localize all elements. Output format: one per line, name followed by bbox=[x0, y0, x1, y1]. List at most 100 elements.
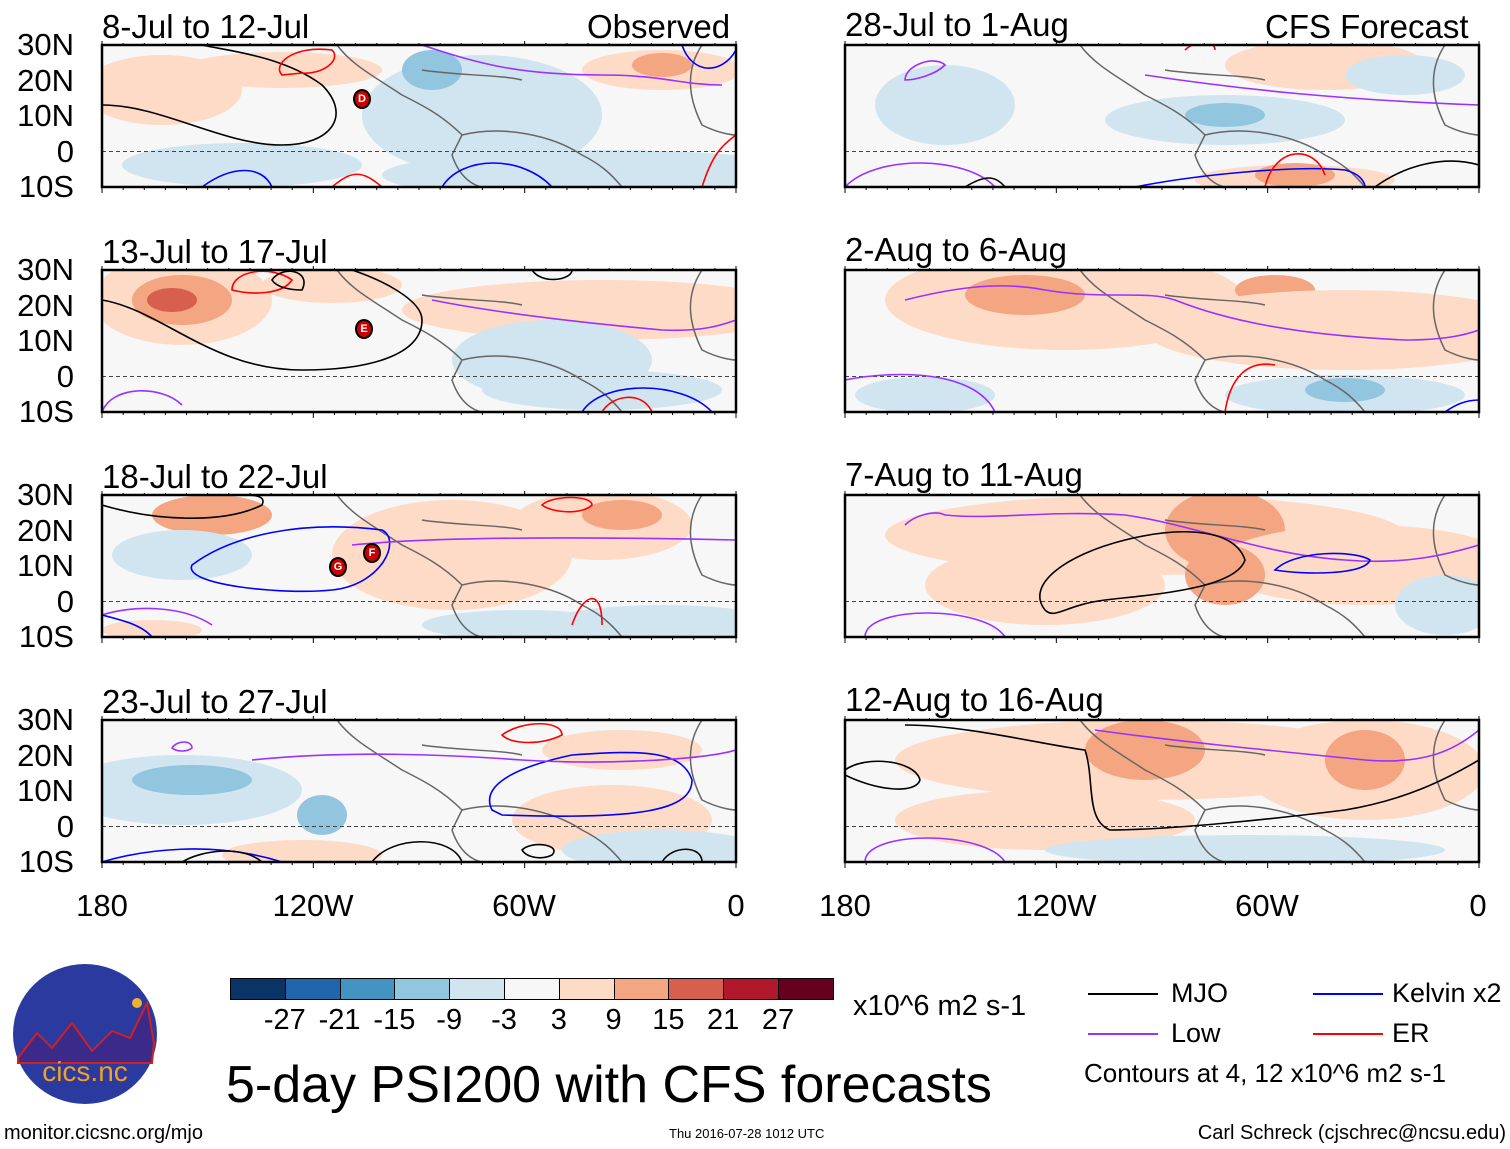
contour-note: Contours at 4, 12 x10^6 m2 s-1 bbox=[1084, 1058, 1446, 1088]
legend-kelvin: Kelvin x2 bbox=[1392, 978, 1502, 1008]
contour-line bbox=[864, 837, 1006, 862]
anomaly-region bbox=[855, 377, 995, 412]
lat-label: 20N bbox=[17, 512, 74, 548]
anomaly-region bbox=[402, 280, 736, 340]
lon-label: 180 bbox=[819, 888, 871, 923]
colorbar-swatch bbox=[339, 978, 396, 1000]
contour-line bbox=[190, 526, 391, 593]
colorbar-tick-label: 3 bbox=[550, 1004, 567, 1036]
anomaly-region bbox=[1255, 163, 1335, 187]
lat-label: 10N bbox=[17, 98, 74, 133]
anomaly-region bbox=[102, 620, 202, 637]
anomaly-region bbox=[1395, 575, 1479, 635]
contour-line bbox=[1224, 363, 1276, 412]
coastline bbox=[336, 45, 736, 187]
coastline bbox=[336, 270, 736, 412]
contour-line bbox=[441, 162, 553, 187]
storm-marker: G bbox=[329, 557, 347, 577]
contour-line bbox=[1134, 167, 1366, 187]
contour-line bbox=[520, 843, 555, 859]
contour-line bbox=[102, 848, 283, 862]
colorbar-swatch bbox=[284, 978, 341, 1000]
anomaly-region bbox=[875, 65, 1015, 145]
panel-title: 13-Jul to 17-Jul bbox=[102, 233, 328, 270]
colorbar-tick-label: -27 bbox=[263, 1004, 306, 1036]
observed-header: Observed bbox=[587, 8, 731, 45]
footer-timestamp: Thu 2016-07-28 1012 UTC bbox=[669, 1126, 825, 1141]
anomaly-region bbox=[1185, 545, 1265, 605]
panel-title: 18-Jul to 22-Jul bbox=[102, 458, 328, 495]
colorbar-swatch bbox=[504, 978, 560, 1000]
contour-line bbox=[1144, 74, 1479, 106]
map-panel bbox=[843, 491, 1481, 643]
anomaly-region bbox=[402, 50, 462, 90]
contour-line bbox=[701, 134, 736, 187]
footer-url[interactable]: monitor.cicsnc.org/mjo bbox=[4, 1122, 203, 1144]
contour-line bbox=[845, 373, 996, 412]
colorbar-tick-label: -15 bbox=[373, 1004, 416, 1036]
anomaly-region bbox=[582, 500, 662, 530]
cfs-forecast-header: CFS Forecast bbox=[1265, 8, 1469, 45]
contour-line bbox=[231, 270, 294, 294]
anomaly-region bbox=[382, 150, 736, 187]
anomaly-region bbox=[925, 545, 1165, 625]
lat-label: 10S bbox=[18, 844, 74, 879]
contour-line bbox=[421, 45, 723, 86]
svg-text:cics.nc: cics.nc bbox=[42, 1056, 128, 1087]
colorbar-tick-label: -3 bbox=[491, 1004, 517, 1036]
colorbar-tick-label: 21 bbox=[707, 1004, 740, 1036]
colorbar-tick-label: -9 bbox=[436, 1004, 463, 1036]
colorbar-units: x10^6 m2 s-1 bbox=[853, 990, 1027, 1022]
contour-line bbox=[371, 840, 463, 862]
anomaly-region bbox=[182, 52, 382, 88]
legend-kelvin-line bbox=[1313, 993, 1383, 995]
contour-line bbox=[904, 512, 1479, 563]
colorbar-tick-label: -21 bbox=[318, 1004, 361, 1036]
anomaly-region bbox=[965, 275, 1085, 315]
colorbar-swatch bbox=[394, 978, 451, 1000]
contour-line bbox=[278, 48, 336, 76]
colorbar-swatch bbox=[613, 978, 670, 1000]
anomaly-region bbox=[1085, 720, 1205, 780]
contour-line bbox=[1374, 160, 1479, 187]
map-panel bbox=[100, 266, 738, 418]
lat-label: 20N bbox=[17, 62, 74, 98]
contour-line bbox=[904, 285, 1479, 341]
anomaly-region bbox=[895, 790, 1195, 850]
contour-line bbox=[904, 724, 1479, 831]
panel-title: 8-Jul to 12-Jul bbox=[102, 8, 310, 45]
coastline bbox=[1079, 495, 1479, 637]
anomaly-region bbox=[297, 795, 347, 835]
colorbar-swatch bbox=[723, 978, 779, 1000]
contour-line bbox=[681, 45, 736, 69]
contour-line bbox=[1273, 552, 1371, 574]
contour-line bbox=[102, 389, 183, 412]
anomaly-region bbox=[147, 288, 197, 312]
anomaly-region bbox=[1305, 378, 1385, 402]
panel-title: 28-Jul to 1-Aug bbox=[845, 6, 1069, 43]
lat-label: 30N bbox=[17, 702, 74, 737]
colorbar-swatch bbox=[558, 978, 615, 1000]
contour-line bbox=[845, 162, 996, 187]
contour-line bbox=[540, 496, 593, 513]
map-panel bbox=[843, 41, 1481, 193]
contour-line bbox=[271, 270, 305, 291]
colorbar-tick-label: 15 bbox=[652, 1004, 685, 1036]
panel-title: 7-Aug to 11-Aug bbox=[845, 456, 1083, 493]
legend-mjo-line bbox=[1088, 993, 1158, 995]
coastline bbox=[336, 495, 736, 637]
colorbar-swatch bbox=[449, 978, 505, 1000]
cicsnc-logo: cics.nc bbox=[12, 963, 158, 1106]
storm-marker: F bbox=[363, 543, 381, 563]
anomaly-region bbox=[482, 370, 722, 410]
anomaly-region bbox=[112, 530, 252, 580]
contour-line bbox=[201, 169, 273, 187]
contour-line bbox=[571, 597, 603, 626]
contour-line bbox=[845, 760, 921, 790]
legend-low: Low bbox=[1171, 1018, 1221, 1048]
anomaly-region bbox=[132, 765, 252, 795]
panel-title: 2-Aug to 6-Aug bbox=[845, 231, 1067, 268]
map-panel bbox=[100, 491, 738, 643]
colorbar-tick-label: 27 bbox=[761, 1004, 795, 1036]
contour-line bbox=[331, 173, 383, 187]
